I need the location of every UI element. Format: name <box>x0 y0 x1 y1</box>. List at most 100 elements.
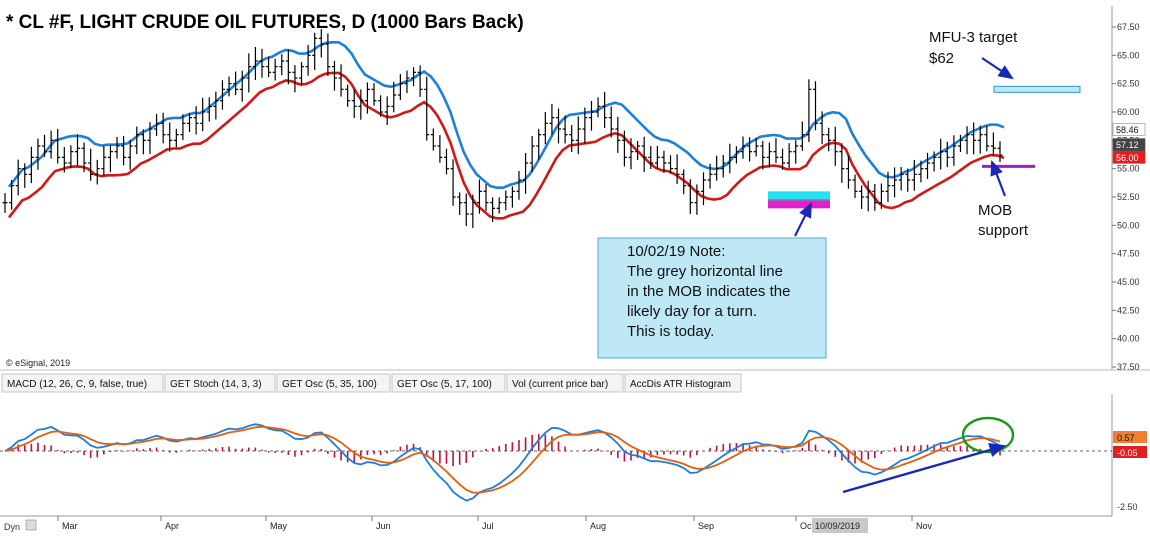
price-bar <box>167 122 173 152</box>
price-tick-label: 67.50 <box>1117 22 1140 32</box>
price-bar <box>925 152 931 179</box>
mob-magenta-band <box>768 199 830 209</box>
price-bar <box>15 159 21 196</box>
price-bar <box>213 91 219 120</box>
indicator-tabs[interactable]: MACD (12, 26, C, 9, false, true) GET Stoc… <box>1 373 742 393</box>
price-bar <box>200 97 206 132</box>
price-bar <box>358 89 364 120</box>
note-line-3: in the MOB indicates the <box>627 283 790 300</box>
indicator-tab[interactable]: GET Osc (5, 35, 100) <box>276 373 391 393</box>
date-marker-label: 10/09/2019 <box>815 521 860 531</box>
price-bar <box>872 183 878 211</box>
price-bar <box>799 121 805 151</box>
price-bar <box>318 29 324 58</box>
indicator-tab[interactable]: GET Osc (5, 17, 100) <box>391 373 506 393</box>
price-bar <box>885 171 891 203</box>
price-bar <box>773 137 779 163</box>
price-bar <box>536 128 542 160</box>
macd-cross-circle <box>961 416 1015 454</box>
price-bar <box>443 148 449 175</box>
price-bar <box>338 64 344 97</box>
dyn-label[interactable]: Dyn <box>4 522 20 532</box>
price-bar <box>378 95 384 117</box>
price-bar <box>496 197 502 214</box>
note-line-5: This is today. <box>627 323 714 340</box>
price-bar <box>878 183 884 209</box>
svg-text:58.46: 58.46 <box>1116 125 1139 135</box>
indicator-tab[interactable]: AccDis ATR Histogram <box>624 373 742 393</box>
price-bar <box>892 167 898 198</box>
macd-rising-arrow <box>842 443 1007 494</box>
price-bar <box>404 70 410 94</box>
price-bar <box>351 88 357 118</box>
month-labels: Mar Apr May Jun Jul Aug Sep Oc Nov <box>57 516 933 531</box>
price-bar <box>615 116 621 153</box>
price-bar <box>727 143 733 174</box>
month-label: Apr <box>165 521 179 531</box>
month-label: Sep <box>698 521 714 531</box>
price-bar <box>206 97 212 122</box>
price-bar <box>384 96 390 126</box>
price-bar <box>417 65 423 97</box>
price-bar <box>55 128 61 164</box>
price-bar <box>608 106 614 138</box>
price-bar <box>272 58 278 81</box>
indicator-tab[interactable]: Vol (current price bar) <box>506 373 624 393</box>
indicator-tab[interactable]: MACD (12, 26, C, 9, false, true) <box>1 373 164 393</box>
price-bar <box>61 147 67 173</box>
price-bar <box>957 134 963 152</box>
price-bar <box>674 154 680 185</box>
price-bar <box>193 106 199 135</box>
signal-value-label: -0.05 <box>1117 448 1138 458</box>
price-bar <box>279 54 285 76</box>
price-bar <box>523 152 529 194</box>
price-bar <box>397 74 403 101</box>
price-bar <box>549 103 555 135</box>
signal-line <box>4 425 1001 494</box>
price-bar <box>562 115 568 144</box>
price-bar <box>944 141 950 168</box>
note-box: 10/02/19 Note: The grey horizontal line … <box>597 237 827 359</box>
price-bar <box>760 140 766 170</box>
month-label: May <box>270 521 288 531</box>
price-bar <box>252 47 258 80</box>
macd-value-label: 0.57 <box>1117 433 1135 443</box>
price-bar <box>187 112 193 133</box>
price-bar <box>648 146 654 170</box>
indicator-tab[interactable]: GET Stoch (14, 3, 3) <box>164 373 276 393</box>
mfu-arrow <box>981 57 1014 80</box>
price-bar <box>938 138 944 170</box>
price-bar <box>259 48 265 78</box>
signal-label-bg <box>1113 446 1147 458</box>
dyn-lock-icon[interactable] <box>25 519 37 531</box>
indicator-tab-label: GET Stoch (14, 3, 3) <box>170 379 262 390</box>
price-bar <box>911 159 917 191</box>
price-bar <box>470 194 476 229</box>
price-bar <box>463 193 469 227</box>
price-bar <box>483 184 489 211</box>
month-label: Aug <box>590 521 606 531</box>
indicator-tab-label: Vol (current price bar) <box>512 379 608 390</box>
price-bar <box>786 143 792 168</box>
indicator-tab-label: MACD (12, 26, C, 9, false, true) <box>7 379 147 390</box>
price-bar <box>490 197 496 222</box>
month-label: Nov <box>916 521 933 531</box>
price-bar <box>984 125 990 152</box>
price-bar <box>542 112 548 145</box>
price-tick-label: 40.00 <box>1117 334 1140 344</box>
price-bar <box>700 172 706 206</box>
indicator-tab-label: GET Osc (5, 17, 100) <box>397 379 492 390</box>
price-bar <box>48 130 54 159</box>
price-bar <box>371 83 377 106</box>
price-bar <box>832 126 838 166</box>
indicator-tick-label: -2.50 <box>1117 502 1138 512</box>
price-tick-label: 60.00 <box>1117 107 1140 117</box>
price-bar <box>812 81 818 131</box>
price-bar <box>450 159 456 206</box>
price-bar <box>305 44 311 76</box>
price-bar <box>641 136 647 172</box>
price-bar <box>219 80 225 110</box>
price-bar <box>180 114 186 141</box>
price-tick-label: 65.00 <box>1117 50 1140 60</box>
